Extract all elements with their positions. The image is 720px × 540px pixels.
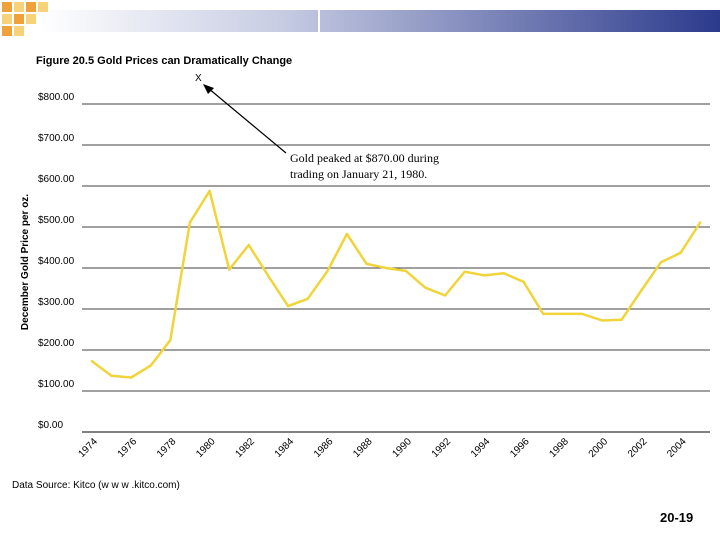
data-point [306, 297, 309, 300]
slide-number: 20-19 [660, 510, 694, 525]
grid-lines [82, 103, 710, 433]
x-tick-label: 2000 [587, 436, 611, 460]
peak-marker: X [195, 73, 202, 84]
y-tick-label: $200.00 [38, 338, 75, 349]
data-point [640, 289, 643, 292]
data-point [581, 312, 584, 316]
y-tick-label: $100.00 [38, 379, 75, 390]
deco-square [26, 2, 36, 12]
y-tick-label: $0.00 [38, 420, 63, 431]
header-bar [40, 10, 720, 32]
x-tick-label: 1978 [155, 436, 179, 460]
data-point [110, 374, 113, 378]
x-tick-label: 1984 [273, 436, 297, 460]
data-point [502, 272, 506, 275]
data-point [404, 269, 408, 273]
x-tick-label: 1982 [233, 436, 257, 460]
x-axis-ticks: 1974 1976 1978 1980 1982 1984 1986 1988 1990 1992… [76, 436, 689, 460]
data-point [267, 275, 270, 278]
chart-title: Figure 20.5 Gold Prices can Dramatically… [36, 55, 292, 67]
y-axis-ticks: $800.00 $700.00 $600.00 $500.00 $400.00 $300.… [38, 92, 75, 431]
deco-square [38, 2, 48, 12]
deco-square [2, 14, 12, 24]
y-axis-label: December Gold Price per oz. [20, 194, 31, 330]
data-point [659, 261, 663, 264]
data-point [188, 221, 192, 224]
annotation-line: trading on January 21, 1980. [290, 167, 427, 181]
data-point [443, 294, 447, 297]
deco-square [14, 14, 24, 24]
y-tick-label: $800.00 [38, 92, 75, 103]
data-point [326, 270, 329, 273]
deco-square [14, 26, 24, 36]
data-point [600, 319, 604, 322]
x-tick-label: 1988 [351, 436, 375, 460]
data-point [286, 304, 290, 308]
data-point [522, 280, 525, 284]
data-point [247, 243, 251, 247]
deco-square [26, 14, 36, 24]
x-tick-label: 1974 [76, 436, 100, 460]
data-point [169, 338, 172, 342]
data-point [463, 270, 466, 273]
x-tick-label: 1990 [390, 436, 414, 460]
x-tick-label: 1986 [312, 436, 336, 460]
data-point [620, 318, 623, 321]
y-tick-label: $600.00 [38, 174, 75, 185]
deco-square [2, 2, 12, 12]
data-point [129, 376, 133, 379]
slide-header-decoration [2, 2, 720, 36]
x-tick-label: 1992 [430, 436, 454, 460]
y-tick-label: $500.00 [38, 215, 75, 226]
series-line-gold-price [91, 189, 702, 379]
annotation-line: Gold peaked at $870.00 during [290, 151, 439, 165]
x-tick-label: 2004 [665, 436, 689, 460]
data-point [698, 221, 702, 224]
data-point [149, 364, 152, 367]
annotation-arrowhead [203, 84, 214, 94]
data-point [561, 312, 565, 316]
x-tick-label: 1998 [547, 436, 571, 460]
deco-square [2, 26, 12, 36]
data-points [90, 189, 702, 379]
data-source-note: Data Source: Kitco (w w w .kitco.com) [12, 480, 180, 491]
data-point [227, 268, 231, 271]
y-tick-label: $300.00 [38, 297, 75, 308]
data-point [90, 359, 94, 363]
deco-square [14, 2, 24, 12]
data-point [424, 286, 427, 289]
y-tick-label: $400.00 [38, 256, 75, 267]
data-point [384, 266, 388, 270]
data-point [345, 232, 349, 236]
x-tick-label: 1996 [508, 436, 532, 460]
data-point [208, 189, 211, 193]
data-point [365, 262, 368, 266]
annotation-arrow [207, 87, 287, 154]
x-tick-label: 1980 [194, 436, 218, 460]
x-tick-label: 2002 [626, 436, 650, 460]
data-point [483, 274, 486, 277]
header-divider [318, 8, 320, 32]
y-tick-label: $700.00 [38, 133, 75, 144]
x-tick-label: 1976 [116, 436, 140, 460]
data-point [541, 312, 545, 316]
data-point [679, 251, 682, 255]
x-tick-label: 1994 [469, 436, 493, 460]
